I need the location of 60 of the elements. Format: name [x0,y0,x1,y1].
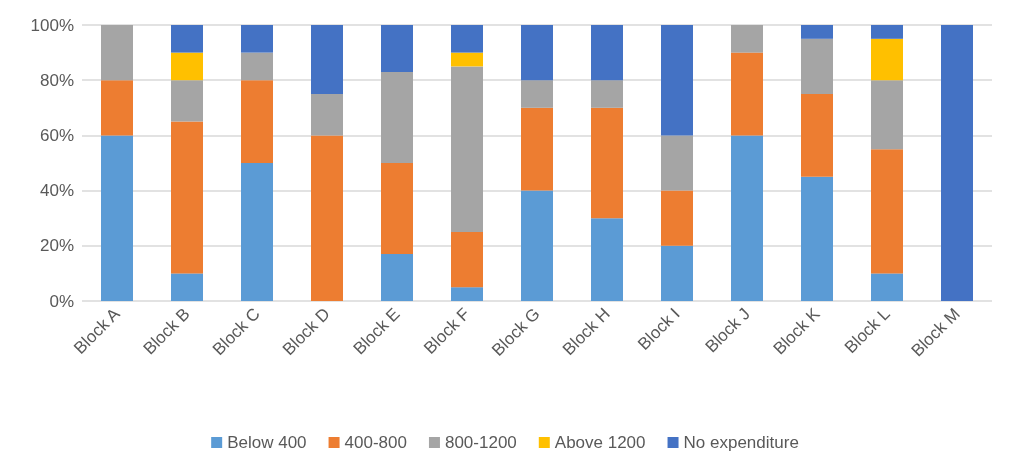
bar [171,121,203,274]
bar [451,25,483,53]
bar [591,25,623,81]
bar [871,38,903,81]
bar [381,254,413,301]
bar [871,80,903,150]
bar [661,25,693,136]
legend-label: 400-800 [344,433,407,452]
bar [521,80,553,108]
bar [171,25,203,53]
bar [871,149,903,274]
y-tick-label: 60% [39,125,74,145]
bar [241,80,273,163]
bar [801,38,833,94]
bar [171,273,203,301]
bar [311,25,343,94]
bar [451,287,483,301]
y-tick-label: 20% [39,236,74,256]
bar [101,80,133,136]
bar [311,135,343,301]
bar [731,135,763,301]
bar [731,25,763,53]
bar [101,135,133,301]
bar [591,218,623,301]
bar [731,52,763,136]
legend-label: No expenditure [683,433,799,452]
bar [171,52,203,81]
y-tick-label: 80% [39,70,74,90]
bar [381,163,413,255]
bar [941,25,973,301]
bar [801,176,833,301]
bar [591,80,623,108]
bar [801,94,833,177]
bar [521,107,553,191]
bar [451,232,483,288]
bar [661,190,693,246]
bar [241,163,273,301]
bar [171,80,203,122]
legend-label: Above 1200 [554,433,646,452]
bar [451,52,483,67]
bar [381,71,413,163]
bar [311,94,343,136]
bar [241,25,273,53]
bar [451,66,483,232]
bar [521,25,553,81]
bar [241,52,273,81]
bar [521,190,553,301]
bar [591,107,623,219]
y-tick-label: 100% [30,15,74,35]
bar [661,135,693,191]
bar [661,245,693,301]
legend-label: Below 400 [227,433,307,452]
bar [871,25,903,39]
legend-label: 800-1200 [444,433,517,452]
bar [381,25,413,72]
y-tick-label: 40% [39,181,74,201]
y-tick-label: 0% [49,291,74,311]
bar [801,25,833,39]
bar [871,273,903,301]
bar [101,25,133,81]
